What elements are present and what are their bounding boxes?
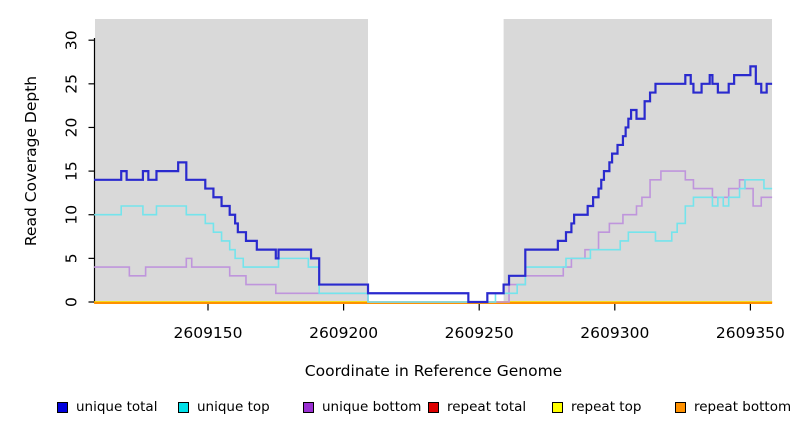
x-tick-label: 2609200 xyxy=(309,324,378,342)
y-tick-label: 10 xyxy=(63,205,81,225)
y-tick-label: 5 xyxy=(63,253,81,263)
masked-gap-region xyxy=(368,19,504,302)
legend: unique total unique top unique bottom repea… xyxy=(0,399,792,419)
legend-swatch-repeat-bottom xyxy=(675,401,686,413)
legend-swatch-unique-top xyxy=(178,401,189,413)
legend-swatch-unique-bottom xyxy=(303,401,314,413)
legend-item-repeat-bottom: repeat bottom xyxy=(675,399,791,415)
legend-label: repeat top xyxy=(571,399,642,415)
legend-label: unique bottom xyxy=(322,399,422,415)
legend-item-repeat-total: repeat total xyxy=(428,399,526,415)
y-tick-label: 15 xyxy=(63,161,81,181)
series-unique-total xyxy=(94,65,773,304)
x-tick-label: 2609150 xyxy=(173,324,242,342)
legend-label: repeat bottom xyxy=(694,399,792,415)
y-tick-label: 20 xyxy=(63,118,81,138)
x-tick-label: 2609300 xyxy=(580,324,649,342)
legend-swatch-repeat-top xyxy=(552,401,563,413)
y-tick-label: 25 xyxy=(63,74,81,94)
legend-item-unique-bottom: unique bottom xyxy=(303,399,421,415)
legend-swatch-unique-total xyxy=(57,401,68,413)
y-axis-title: Read Coverage Depth xyxy=(22,75,40,247)
legend-label: repeat total xyxy=(447,399,527,415)
y-tick-label: 0 xyxy=(63,297,81,307)
x-tick-label: 2609250 xyxy=(445,324,514,342)
legend-item-unique-top: unique top xyxy=(178,399,270,415)
legend-label: unique total xyxy=(76,399,158,415)
legend-item-unique-total: unique total xyxy=(57,399,157,415)
legend-swatch-repeat-total xyxy=(428,401,439,413)
x-tick-label: 2609350 xyxy=(716,324,785,342)
x-axis-title: Coordinate in Reference Genome xyxy=(304,362,563,380)
y-tick-label: 30 xyxy=(63,30,81,50)
legend-item-repeat-top: repeat top xyxy=(552,399,641,415)
series-unique-bottom xyxy=(94,170,773,303)
legend-label: unique top xyxy=(197,399,270,415)
